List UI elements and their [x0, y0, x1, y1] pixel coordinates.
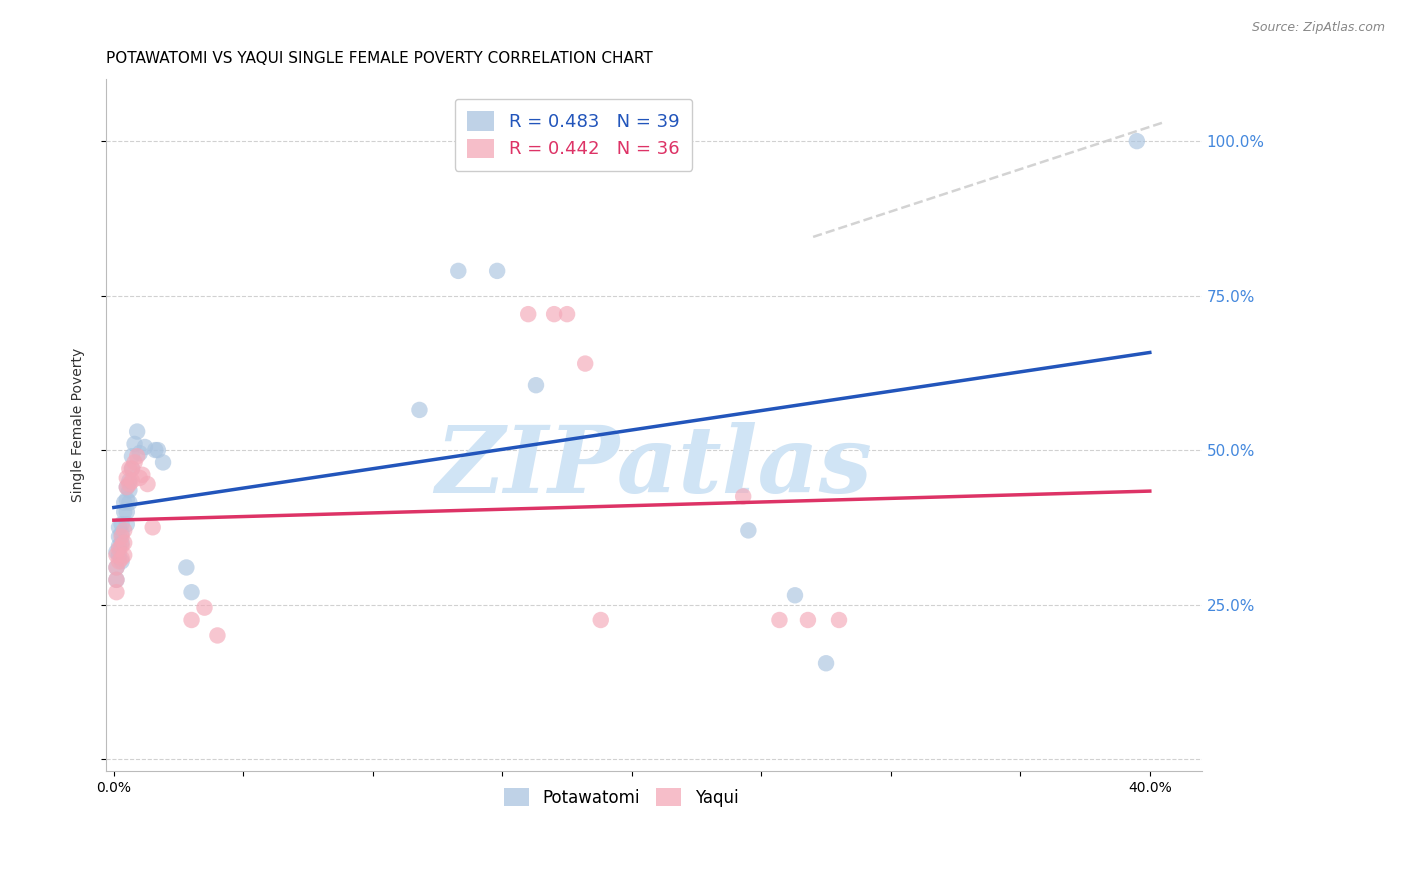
Point	[143, 443, 166, 458]
Point	[110, 530, 132, 544]
Point	[105, 560, 128, 574]
Point	[118, 483, 141, 498]
Point	[207, 628, 229, 642]
Point	[1126, 134, 1149, 148]
Point	[105, 548, 128, 562]
Point	[115, 480, 138, 494]
Point	[108, 530, 131, 544]
Point	[105, 560, 128, 574]
Point	[112, 495, 135, 509]
Point	[121, 461, 143, 475]
Point	[115, 517, 138, 532]
Point	[121, 474, 143, 488]
Point	[193, 600, 215, 615]
Point	[131, 467, 153, 482]
Point	[108, 548, 131, 562]
Y-axis label: Single Female Poverty: Single Female Poverty	[72, 348, 86, 502]
Legend: Potawatomi, Yaqui: Potawatomi, Yaqui	[495, 780, 747, 815]
Point	[180, 613, 202, 627]
Point	[110, 535, 132, 549]
Point	[118, 477, 141, 491]
Point	[797, 613, 820, 627]
Point	[112, 505, 135, 519]
Point	[180, 585, 202, 599]
Text: Source: ZipAtlas.com: Source: ZipAtlas.com	[1251, 21, 1385, 34]
Point	[115, 505, 138, 519]
Point	[128, 446, 150, 460]
Point	[105, 585, 128, 599]
Point	[105, 573, 128, 587]
Point	[768, 613, 790, 627]
Point	[737, 524, 759, 538]
Point	[121, 449, 143, 463]
Point	[517, 307, 540, 321]
Point	[108, 539, 131, 553]
Point	[142, 520, 165, 534]
Point	[110, 554, 132, 568]
Point	[108, 541, 131, 556]
Point	[112, 524, 135, 538]
Point	[815, 657, 838, 671]
Point	[828, 613, 851, 627]
Point	[152, 455, 174, 469]
Point	[110, 517, 132, 532]
Point	[134, 440, 156, 454]
Point	[124, 455, 146, 469]
Point	[486, 264, 509, 278]
Point	[124, 437, 146, 451]
Point	[110, 551, 132, 566]
Point	[589, 613, 612, 627]
Point	[127, 449, 149, 463]
Point	[110, 526, 132, 541]
Point	[121, 461, 143, 475]
Point	[127, 425, 149, 439]
Point	[105, 573, 128, 587]
Point	[574, 357, 596, 371]
Point	[118, 495, 141, 509]
Point	[115, 492, 138, 507]
Point	[128, 471, 150, 485]
Point	[524, 378, 547, 392]
Point	[112, 548, 135, 562]
Point	[146, 443, 169, 458]
Point	[176, 560, 198, 574]
Point	[112, 535, 135, 549]
Point	[115, 480, 138, 494]
Point	[105, 545, 128, 559]
Point	[733, 490, 755, 504]
Text: POTAWATOMI VS YAQUI SINGLE FEMALE POVERTY CORRELATION CHART: POTAWATOMI VS YAQUI SINGLE FEMALE POVERT…	[105, 51, 652, 66]
Point	[543, 307, 565, 321]
Point	[110, 539, 132, 553]
Point	[108, 554, 131, 568]
Point	[118, 474, 141, 488]
Point	[447, 264, 470, 278]
Point	[136, 477, 159, 491]
Point	[408, 403, 430, 417]
Point	[783, 588, 806, 602]
Text: ZIPatlas: ZIPatlas	[436, 422, 872, 512]
Point	[108, 520, 131, 534]
Point	[118, 461, 141, 475]
Point	[115, 471, 138, 485]
Point	[555, 307, 578, 321]
